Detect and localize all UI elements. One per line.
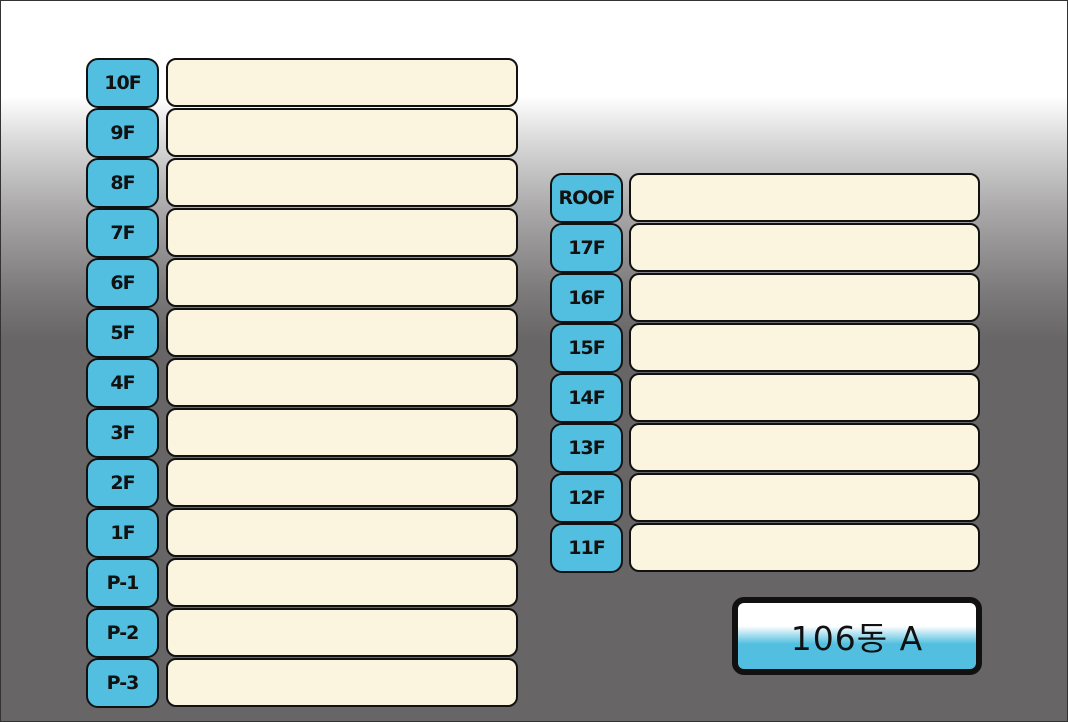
floor-label[interactable]: 15F [550, 323, 623, 373]
floor-label[interactable]: 8F [86, 158, 159, 208]
floor-label[interactable]: P-2 [86, 608, 159, 658]
floor-field[interactable] [629, 323, 980, 372]
floor-field[interactable] [629, 523, 980, 572]
floor-field[interactable] [629, 473, 980, 522]
floor-field[interactable] [166, 58, 518, 107]
floor-field[interactable] [629, 273, 980, 322]
building-label: 106동 A [790, 619, 924, 658]
floor-label[interactable]: 4F [86, 358, 159, 408]
floor-label[interactable]: 7F [86, 208, 159, 258]
floor-label[interactable]: 3F [86, 408, 159, 458]
floor-label[interactable]: 2F [86, 458, 159, 508]
floor-label[interactable]: 1F [86, 508, 159, 558]
floor-field[interactable] [166, 558, 518, 607]
floor-label[interactable]: 14F [550, 373, 623, 423]
floor-field[interactable] [166, 408, 518, 457]
floor-label[interactable]: 13F [550, 423, 623, 473]
floor-label[interactable]: 12F [550, 473, 623, 523]
floor-field[interactable] [166, 658, 518, 707]
floor-field[interactable] [629, 173, 980, 222]
floor-field[interactable] [629, 423, 980, 472]
floor-label[interactable]: 16F [550, 273, 623, 323]
floor-label[interactable]: 11F [550, 523, 623, 573]
floor-field[interactable] [166, 208, 518, 257]
floor-field[interactable] [166, 358, 518, 407]
floor-label[interactable]: 17F [550, 223, 623, 273]
floor-label[interactable]: 9F [86, 108, 159, 158]
building-label-button[interactable]: 106동 A [732, 597, 982, 675]
floor-field[interactable] [629, 223, 980, 272]
floor-field[interactable] [166, 308, 518, 357]
floor-field[interactable] [166, 508, 518, 557]
floor-field[interactable] [166, 258, 518, 307]
floor-label[interactable]: P-3 [86, 658, 159, 708]
floor-field[interactable] [166, 158, 518, 207]
floor-label[interactable]: ROOF [550, 173, 623, 223]
floor-field[interactable] [166, 108, 518, 157]
floor-field[interactable] [166, 608, 518, 657]
floor-field[interactable] [166, 458, 518, 507]
floor-field[interactable] [629, 373, 980, 422]
floor-label[interactable]: 6F [86, 258, 159, 308]
floor-label[interactable]: P-1 [86, 558, 159, 608]
floor-label[interactable]: 10F [86, 58, 159, 108]
floor-label[interactable]: 5F [86, 308, 159, 358]
